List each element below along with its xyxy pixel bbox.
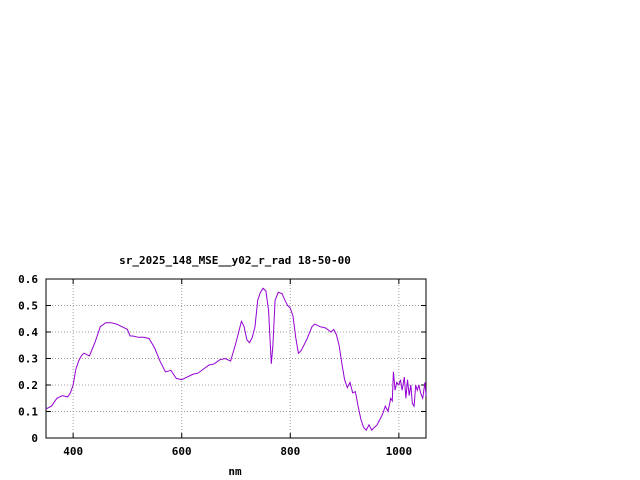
spectrum-line — [45, 287, 427, 431]
x-axis-label: nm — [228, 465, 242, 478]
y-tick-label: 0 — [31, 432, 38, 445]
x-tick-label: 600 — [172, 445, 192, 458]
grid — [46, 279, 426, 438]
x-tick-label: 1000 — [386, 445, 413, 458]
y-tick-label: 0.4 — [18, 326, 38, 339]
plot-frame — [45, 278, 427, 439]
y-tick-label: 0.2 — [18, 379, 38, 392]
y-tick-label: 0.3 — [18, 353, 38, 366]
y-tick-label: 0.5 — [18, 300, 38, 313]
chart-title: sr_2025_148_MSE__y02_r_rad 18-50-00 — [119, 254, 351, 267]
y-tick-label: 0.6 — [18, 273, 38, 286]
labels: sr_2025_148_MSE__y02_r_rad 18-50-00 nm — [119, 254, 351, 478]
y-tick-label: 0.1 — [18, 406, 38, 419]
axes: 400 600 800 1000 0 0.1 0.2 0.3 0.4 0.5 0.6 — [18, 273, 427, 458]
x-tick-label: 400 — [63, 445, 83, 458]
series-layer — [45, 287, 427, 431]
x-tick-label: 800 — [280, 445, 300, 458]
